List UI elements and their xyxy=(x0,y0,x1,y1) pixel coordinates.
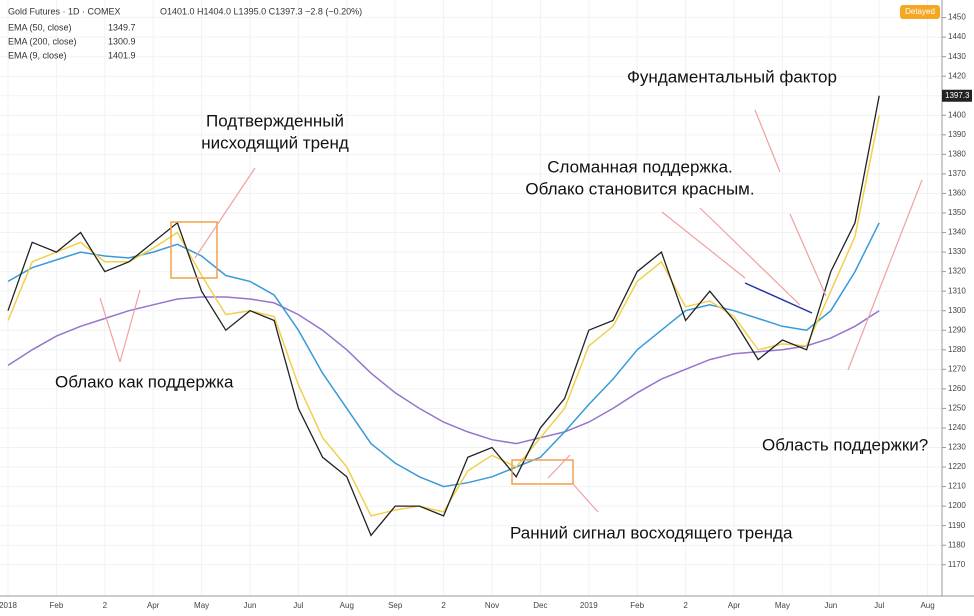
y-tick-label: 1340 xyxy=(948,228,966,237)
arrow xyxy=(754,109,781,173)
y-tick-label: 1230 xyxy=(948,443,966,452)
annotation: Сломанная поддержка. xyxy=(547,157,733,176)
x-tick-label: 2 xyxy=(683,601,688,610)
y-tick-label: 1290 xyxy=(948,325,966,334)
y-tick-label: 1360 xyxy=(948,189,966,198)
x-tick-label: Apr xyxy=(728,601,741,610)
y-tick-label: 1260 xyxy=(948,384,966,393)
arrow xyxy=(572,483,599,513)
x-tick-label: Jul xyxy=(874,601,884,610)
annotation: Облако как поддержка xyxy=(55,372,234,391)
series-line xyxy=(7,115,880,517)
chart-title: Gold Futures · 1D · COMEX xyxy=(8,6,121,16)
y-tick-label: 1280 xyxy=(948,345,966,354)
highlight-box xyxy=(170,221,218,279)
x-tick-label: Feb xyxy=(50,601,64,610)
x-tick-label: Apr xyxy=(147,601,160,610)
last-price-label: 1397.3 xyxy=(945,91,970,100)
y-tick-label: 1370 xyxy=(948,169,966,178)
y-tick-label: 1400 xyxy=(948,110,966,119)
highlight-box xyxy=(511,459,574,485)
last-price-tag xyxy=(942,89,972,102)
arrow xyxy=(99,297,121,363)
x-tick-label: Aug xyxy=(340,601,354,610)
arrow xyxy=(119,289,141,363)
arrow xyxy=(847,179,923,371)
y-tick-label: 1310 xyxy=(948,286,966,295)
y-tick-label: 1180 xyxy=(948,540,966,549)
x-tick-label: 2 xyxy=(441,601,446,610)
y-tick-label: 1330 xyxy=(948,247,966,256)
series xyxy=(7,95,880,537)
arrow xyxy=(661,211,746,279)
x-tick-label: May xyxy=(194,601,209,610)
ohlc: O1401.0 H1404.0 L1395.0 C1397.3 −2.8 (−0… xyxy=(160,6,362,16)
y-tick-label: 1430 xyxy=(948,52,966,61)
y-tick-label: 1270 xyxy=(948,364,966,373)
x-tick-label: Dec xyxy=(533,601,547,610)
axes: 1170 1180 1190 1200 1210 1220 1230 1240 1250 1260… xyxy=(0,13,972,610)
x-tick-label: Nov xyxy=(485,601,499,610)
series-line xyxy=(7,95,880,537)
arrows xyxy=(99,109,923,513)
annotation: Область поддержки? xyxy=(762,435,928,454)
x-tick-label: Jun xyxy=(244,601,257,610)
arrow xyxy=(789,213,827,297)
series-line xyxy=(7,296,880,445)
arrow xyxy=(194,167,256,259)
x-tick-label: 2019 xyxy=(580,601,598,610)
annotation: Облако становится красным. xyxy=(525,179,754,198)
y-tick-label: 1320 xyxy=(948,267,966,276)
y-tick-label: 1300 xyxy=(948,306,966,315)
legend-value: 1349.7 xyxy=(108,22,136,32)
legend-value: 1401.9 xyxy=(108,50,136,60)
badge[interactable] xyxy=(900,5,940,19)
y-tick-label: 1240 xyxy=(948,423,966,432)
x-tick-label: Aug xyxy=(920,601,934,610)
annotation: нисходящий тренд xyxy=(201,133,349,152)
y-tick-label: 1220 xyxy=(948,462,966,471)
annotation: Фундаментальный фактор xyxy=(627,67,837,86)
y-tick-label: 1210 xyxy=(948,482,966,491)
series-line xyxy=(7,222,880,488)
y-tick-label: 1200 xyxy=(948,501,966,510)
y-tick-label: 1380 xyxy=(948,149,966,158)
arrow xyxy=(547,454,571,479)
y-tick-label: 1250 xyxy=(948,404,966,413)
y-tick-label: 1420 xyxy=(948,71,966,80)
y-tick-label: 1440 xyxy=(948,32,966,41)
x-tick-label: May xyxy=(775,601,790,610)
x-tick-label: Jun xyxy=(824,601,837,610)
x-tick-label: 2018 xyxy=(0,601,17,610)
y-tick-label: 1170 xyxy=(948,560,966,569)
y-tick-label: 1350 xyxy=(948,208,966,217)
x-tick-label: Feb xyxy=(630,601,644,610)
annotation: Подтвержденный xyxy=(206,111,344,130)
y-tick-label: 1390 xyxy=(948,130,966,139)
badge-text[interactable]: Detayed xyxy=(905,7,935,16)
x-tick-label: Jul xyxy=(293,601,303,610)
arrow xyxy=(699,207,801,306)
y-tick-label: 1450 xyxy=(948,13,966,22)
legend-value: 1300.9 xyxy=(108,36,136,46)
legend-label: EMA (200, close) xyxy=(8,36,77,46)
grid xyxy=(0,0,942,596)
x-tick-label: Sep xyxy=(388,601,403,610)
y-tick-label: 1190 xyxy=(948,521,966,530)
trend-line xyxy=(744,282,813,314)
annotation: Ранний сигнал восходящего тренда xyxy=(510,523,793,542)
x-tick-label: 2 xyxy=(103,601,108,610)
legend-label: EMA (50, close) xyxy=(8,22,72,32)
legend-label: EMA (9, close) xyxy=(8,50,67,60)
